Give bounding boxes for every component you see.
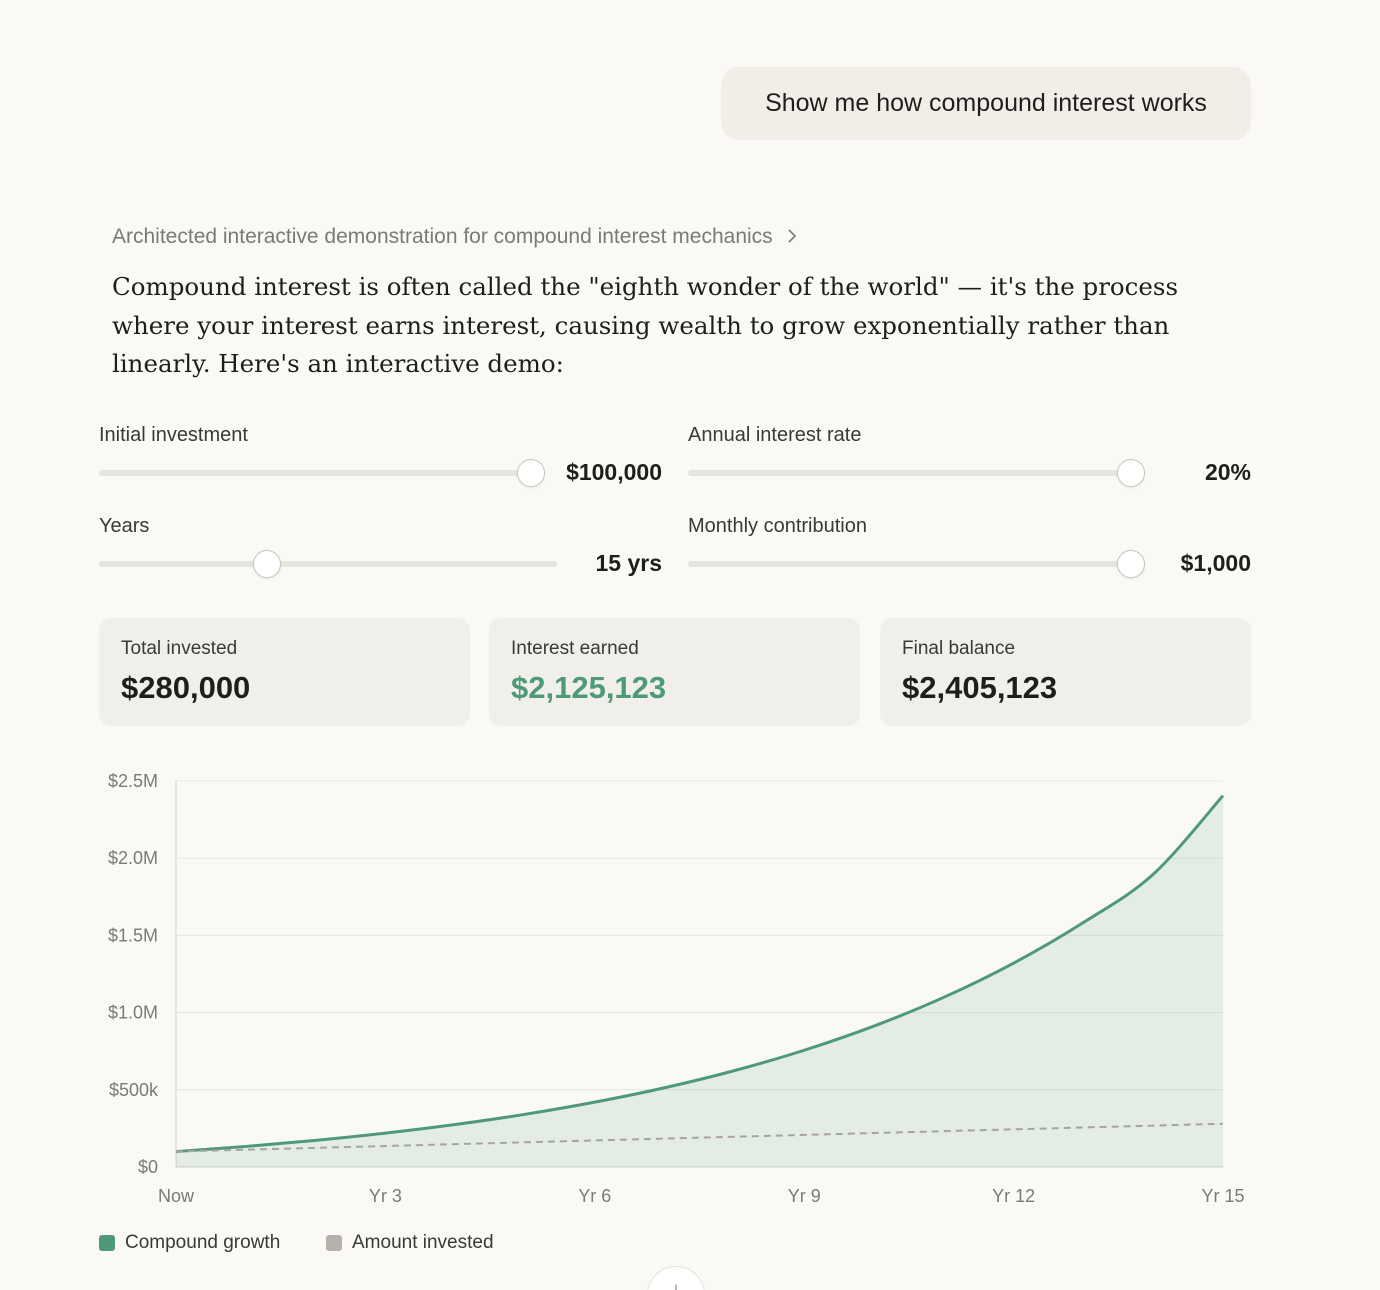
compound-growth-line bbox=[175, 794, 1225, 1154]
user-message-text: Show me how compound interest works bbox=[765, 89, 1207, 117]
legend-compound-growth-label: Compound growth bbox=[125, 1232, 281, 1253]
interest-earned-card: Interest earned $2,125,123 bbox=[489, 618, 860, 726]
chevron-right-icon bbox=[785, 225, 799, 249]
interest-rate-label: Annual interest rate bbox=[688, 424, 862, 446]
thinking-summary-toggle[interactable]: Architected interactive demonstration fo… bbox=[112, 222, 799, 252]
amount-invested-swatch bbox=[326, 1235, 342, 1251]
years-label: Years bbox=[99, 515, 150, 537]
x-tick-label: Yr 12 bbox=[992, 1186, 1035, 1206]
total-invested-card: Total invested $280,000 bbox=[99, 618, 470, 726]
y-tick-label: $0 bbox=[138, 1157, 158, 1177]
legend-amount-invested: Amount invested bbox=[326, 1232, 494, 1254]
scroll-down-button[interactable]: ↓ bbox=[647, 1266, 705, 1290]
y-tick-label: $1.0M bbox=[108, 1003, 158, 1023]
total-invested-value: $280,000 bbox=[121, 670, 251, 705]
user-message-bubble: Show me how compound interest works bbox=[721, 67, 1251, 140]
initial-investment-value: $100,000 bbox=[566, 459, 662, 485]
interest-rate-value: 20% bbox=[1204, 459, 1251, 485]
arrow-down-icon: ↓ bbox=[671, 1279, 681, 1290]
years-slider[interactable] bbox=[99, 561, 557, 567]
interest-rate-slider-thumb[interactable] bbox=[1117, 459, 1145, 487]
x-tick-label: Yr 9 bbox=[788, 1186, 821, 1206]
interest-earned-value: $2,125,123 bbox=[511, 670, 667, 705]
compound-growth-area bbox=[176, 795, 1223, 1167]
initial-investment-slider-thumb[interactable] bbox=[517, 459, 545, 487]
initial-investment-label: Initial investment bbox=[99, 424, 248, 446]
final-balance-value: $2,405,123 bbox=[902, 670, 1058, 705]
final-balance-card: Final balance $2,405,123 bbox=[880, 618, 1251, 726]
compound-growth-swatch bbox=[99, 1235, 115, 1251]
y-tick-label: $500k bbox=[109, 1080, 159, 1100]
growth-chart: $0 $500k $1.0M $1.5M $2.0M $2.5M Now Yr 3 Yr 6 Yr… bbox=[108, 771, 1245, 1206]
legend-compound-growth: Compound growth bbox=[99, 1232, 280, 1254]
total-invested-label: Total invested bbox=[121, 638, 238, 659]
thinking-summary-text: Architected interactive demonstration fo… bbox=[112, 225, 773, 248]
monthly-contribution-slider-thumb[interactable] bbox=[1117, 550, 1145, 578]
amount-invested-line bbox=[175, 1122, 1224, 1153]
initial-investment-slider[interactable] bbox=[99, 470, 545, 476]
y-tick-label: $2.5M bbox=[108, 771, 158, 791]
final-balance-label: Final balance bbox=[902, 638, 1016, 659]
y-tick-label: $1.5M bbox=[108, 925, 158, 945]
assistant-intro-text: Compound interest is often called the "e… bbox=[112, 272, 1179, 378]
x-tick-label: Yr 6 bbox=[578, 1186, 611, 1206]
monthly-contribution-slider[interactable] bbox=[688, 561, 1145, 567]
years-value: 15 yrs bbox=[595, 550, 662, 576]
x-tick-label: Now bbox=[158, 1186, 195, 1206]
interest-rate-slider[interactable] bbox=[688, 470, 1145, 476]
years-slider-thumb[interactable] bbox=[253, 550, 281, 578]
interest-earned-label: Interest earned bbox=[511, 638, 639, 659]
legend-amount-invested-label: Amount invested bbox=[352, 1232, 494, 1253]
monthly-contribution-label: Monthly contribution bbox=[688, 515, 867, 537]
y-tick-label: $2.0M bbox=[108, 848, 158, 868]
x-tick-label: Yr 15 bbox=[1201, 1186, 1244, 1206]
x-tick-label: Yr 3 bbox=[369, 1186, 402, 1206]
monthly-contribution-value: $1,000 bbox=[1180, 550, 1251, 576]
